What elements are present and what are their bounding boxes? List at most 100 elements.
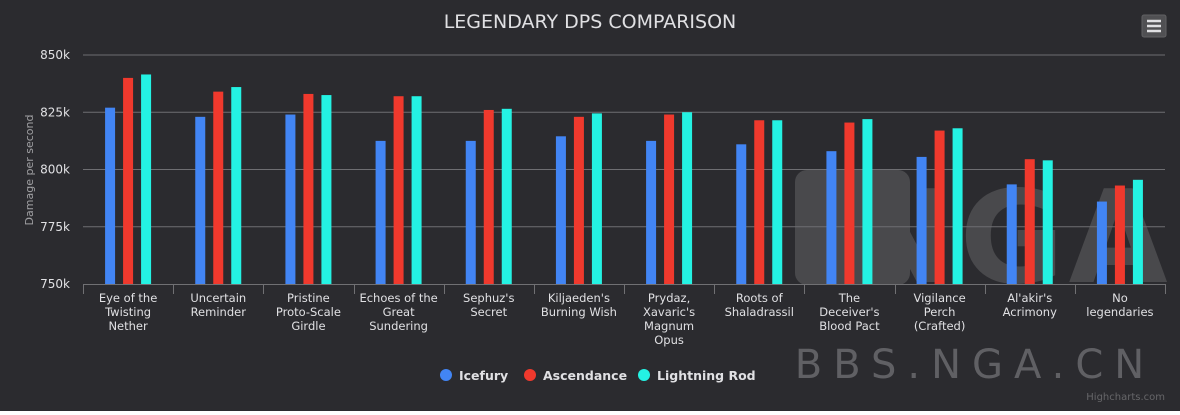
bar-icefury[interactable] <box>1006 184 1017 284</box>
x-tick-label-line: Perch <box>924 305 956 319</box>
hamburger-menu-icon[interactable] <box>1147 19 1161 33</box>
x-tick-label: Sephuz's Secret <box>463 291 514 319</box>
chart-title: LEGENDARY DPS COMPARISON <box>444 11 737 33</box>
bar-lightning-rod[interactable] <box>862 119 873 285</box>
legend-item-ascendance[interactable]: Ascendance <box>524 368 627 383</box>
bar-icefury[interactable] <box>375 140 386 284</box>
credits-text[interactable]: Highcharts.com <box>1086 392 1165 403</box>
x-tick-label-line: Girdle <box>291 319 325 333</box>
x-tick-label-line: Great <box>383 305 416 319</box>
x-tick-label-line: Al'akir's <box>1007 291 1052 305</box>
bar-icefury[interactable] <box>826 151 837 284</box>
x-tick-label-line: Vigilance <box>913 291 965 305</box>
x-tick-label-line: Roots of <box>736 291 784 305</box>
bar-icefury[interactable] <box>555 136 566 284</box>
bar-lightning-rod[interactable] <box>501 108 512 284</box>
x-tick-label-line: Echoes of the <box>359 291 437 305</box>
bar-icefury[interactable] <box>916 156 927 284</box>
bar-lightning-rod[interactable] <box>952 128 963 284</box>
bar-lightning-rod[interactable] <box>682 112 693 284</box>
x-tick-label-line: Deceiver's <box>819 305 879 319</box>
y-tick-label: 825k <box>40 105 70 119</box>
x-tick-label-line: Xavaric's <box>643 305 695 319</box>
y-tick-label: 800k <box>40 163 70 177</box>
x-tick-label-line: Shaladrassil <box>725 305 794 319</box>
x-tick-label: Prydaz, Xavaric's Magnum Opus <box>643 291 695 347</box>
x-tick-label-line: Eye of the <box>99 291 157 305</box>
bar-lightning-rod[interactable] <box>1042 160 1053 284</box>
legend-label: Lightning Rod <box>657 368 756 383</box>
x-tick-label-line: Secret <box>470 305 507 319</box>
y-axis-title: Damage per second <box>23 115 36 226</box>
x-tick-label: Echoes of the Great Sundering <box>359 291 437 333</box>
x-tick-label-line: Sundering <box>369 319 428 333</box>
watermark-site-text: BBS.NGA.CN <box>795 342 1155 388</box>
x-tick-label: Eye of the Twisting Nether <box>99 291 157 333</box>
chart-menu-button[interactable] <box>1141 14 1167 38</box>
legend-symbol <box>524 369 536 381</box>
legend-symbol <box>440 369 452 381</box>
bar-icefury[interactable] <box>285 114 296 284</box>
x-tick-label-line: Reminder <box>191 305 247 319</box>
x-axis: Eye of the Twisting Nether Uncertain Reminde… <box>83 284 1166 347</box>
y-tick-label: 850k <box>40 48 70 62</box>
x-tick-label: Pristine Proto-Scale Girdle <box>276 291 341 333</box>
x-tick-label-line: Proto-Scale <box>276 305 341 319</box>
bar-icefury[interactable] <box>105 107 116 284</box>
bar-lightning-rod[interactable] <box>1132 179 1143 284</box>
bar-lightning-rod[interactable] <box>231 87 242 284</box>
bar-lightning-rod[interactable] <box>411 96 422 284</box>
bar-icefury[interactable] <box>465 140 476 284</box>
x-tick-label: Vigilance Perch (Crafted) <box>913 291 965 333</box>
legend-item-icefury[interactable]: Icefury <box>440 368 508 383</box>
bar-ascendance[interactable] <box>123 77 134 285</box>
y-tick-label: 750k <box>40 277 70 291</box>
legend: Icefury Ascendance Lightning Rod <box>440 368 756 383</box>
bar-ascendance[interactable] <box>303 93 314 285</box>
bar-icefury[interactable] <box>646 140 657 284</box>
bar-series <box>105 74 1143 285</box>
legend-label: Icefury <box>459 368 508 383</box>
x-tick-label-line: Twisting <box>104 305 151 319</box>
bar-icefury[interactable] <box>195 116 206 284</box>
x-tick-label: Uncertain Reminder <box>190 291 246 319</box>
bar-ascendance[interactable] <box>844 122 855 285</box>
bar-ascendance[interactable] <box>393 96 404 284</box>
x-tick-label-line: The <box>838 291 860 305</box>
bar-ascendance[interactable] <box>934 130 945 284</box>
bar-ascendance[interactable] <box>664 114 675 284</box>
bar-ascendance[interactable] <box>573 116 584 284</box>
bar-lightning-rod[interactable] <box>772 120 783 284</box>
x-tick-label-line: Sephuz's <box>463 291 514 305</box>
x-tick-label-line: Prydaz, <box>648 291 690 305</box>
x-tick-label-line: No <box>1112 291 1128 305</box>
x-tick-label: Roots of Shaladrassil <box>725 291 794 319</box>
x-tick-label: The Deceiver's Blood Pact <box>819 291 880 333</box>
legend-symbol <box>638 369 650 381</box>
bar-ascendance[interactable] <box>754 120 765 284</box>
x-tick-label: No legendaries <box>1086 291 1153 319</box>
x-tick-label-line: Acrimony <box>1003 305 1057 319</box>
x-tick-label-line: Uncertain <box>190 291 246 305</box>
bar-ascendance[interactable] <box>213 91 224 284</box>
bar-icefury[interactable] <box>736 144 747 284</box>
bar-ascendance[interactable] <box>483 109 494 285</box>
x-tick-label-line: Opus <box>654 333 684 347</box>
legend-label: Ascendance <box>543 368 627 383</box>
bar-icefury[interactable] <box>1096 201 1107 284</box>
bar-lightning-rod[interactable] <box>141 74 152 284</box>
x-tick-label-line: Nether <box>108 319 148 333</box>
bar-ascendance[interactable] <box>1024 159 1035 284</box>
legend-item-lightning-rod[interactable]: Lightning Rod <box>638 368 756 383</box>
grid-lines <box>83 54 1165 228</box>
x-tick-label-line: Burning Wish <box>541 305 617 319</box>
x-tick-label-line: Blood Pact <box>819 319 880 333</box>
x-tick-label-line: legendaries <box>1086 305 1153 319</box>
bar-ascendance[interactable] <box>1114 185 1125 284</box>
bar-lightning-rod[interactable] <box>591 113 602 285</box>
y-axis-ticks: 750k 775k 800k 825k 850k <box>40 48 70 291</box>
bar-lightning-rod[interactable] <box>321 95 332 284</box>
x-tick-label: Al'akir's Acrimony <box>1003 291 1057 319</box>
x-tick-label-line: (Crafted) <box>914 319 966 333</box>
